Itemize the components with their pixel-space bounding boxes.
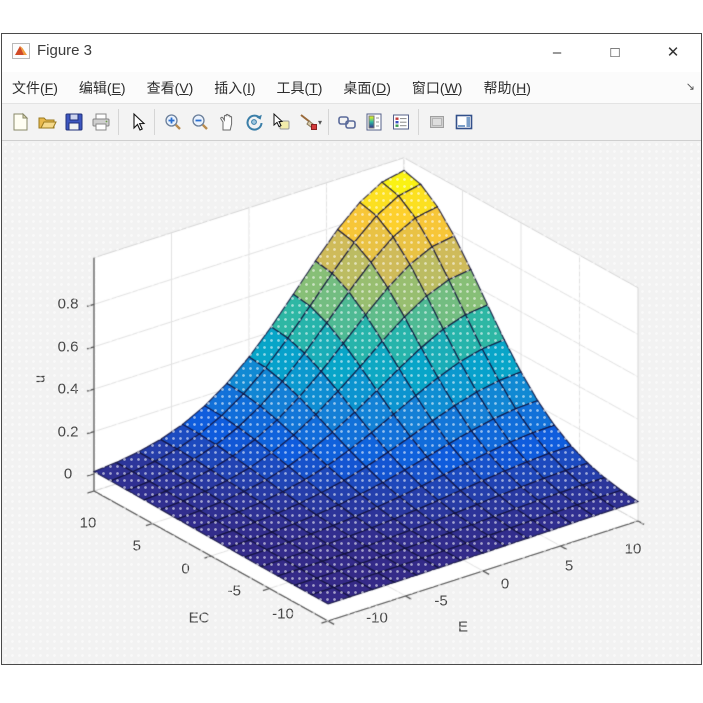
- toolbar-separator: [328, 109, 330, 135]
- menu-item-f[interactable]: 文件(F): [12, 79, 58, 96]
- zoom-in-button[interactable]: [159, 107, 186, 137]
- menu-item-h[interactable]: 帮助(H): [483, 79, 531, 96]
- save-figure-button[interactable]: [60, 107, 87, 137]
- figure-window: Figure 3 – □ ✕ 文件(F) 编辑(E) 查看(V) 插入(I) 工具(T)…: [1, 33, 702, 665]
- link-plots-button[interactable]: [333, 107, 360, 137]
- menu-item-v[interactable]: 查看(V): [146, 79, 194, 96]
- new-figure-button[interactable]: [6, 107, 33, 137]
- toolbar-separator: [118, 109, 119, 135]
- brush-dropdown-caret-icon[interactable]: ▾: [318, 117, 323, 127]
- figure-toolbar: ▾: [2, 103, 701, 141]
- insert-legend-button[interactable]: [387, 107, 414, 137]
- insert-colorbar-button[interactable]: [360, 107, 387, 137]
- toolbar-separator: [418, 109, 420, 135]
- menu-item-i[interactable]: 插入(I): [214, 79, 256, 96]
- edit-plot-pointer-button[interactable]: [123, 107, 150, 137]
- menu-item-e[interactable]: 编辑(E): [78, 79, 126, 96]
- menu-item-w[interactable]: 窗口(W): [411, 79, 463, 96]
- menu-item-d[interactable]: 桌面(D): [343, 79, 391, 96]
- open-file-button[interactable]: [33, 107, 60, 137]
- zoom-out-button[interactable]: [186, 107, 213, 137]
- data-cursor-button[interactable]: [267, 107, 294, 137]
- pan-button[interactable]: [213, 107, 240, 137]
- rotate-3d-button[interactable]: [240, 107, 267, 137]
- menu-bar: 文件(F) 编辑(E) 查看(V) 插入(I) 工具(T) 桌面(D) 窗口(W) 帮助(H)…: [2, 72, 701, 103]
- title-bar[interactable]: Figure 3 – □ ✕: [2, 34, 701, 72]
- window-title: Figure 3: [37, 42, 93, 59]
- print-figure-button[interactable]: [87, 107, 114, 137]
- show-plot-tools-button[interactable]: [450, 107, 477, 137]
- maximize-button[interactable]: □: [610, 44, 620, 61]
- plot-area: -10 -5 0 5 10 10 5 0 -5 -10 0 0.2 0.4 0.6 0.8 E EC u: [2, 141, 701, 664]
- minimize-button[interactable]: –: [552, 44, 562, 61]
- surface-plot-canvas[interactable]: [2, 141, 701, 664]
- brush-data-button[interactable]: [294, 107, 321, 137]
- hide-plot-tools-button[interactable]: [423, 107, 450, 137]
- close-button[interactable]: ✕: [666, 44, 680, 61]
- menu-item-t[interactable]: 工具(T): [276, 79, 323, 96]
- matlab-logo-icon: [12, 43, 30, 59]
- dock-figure-icon[interactable]: ↘: [685, 81, 695, 93]
- toolbar-separator: [154, 109, 155, 135]
